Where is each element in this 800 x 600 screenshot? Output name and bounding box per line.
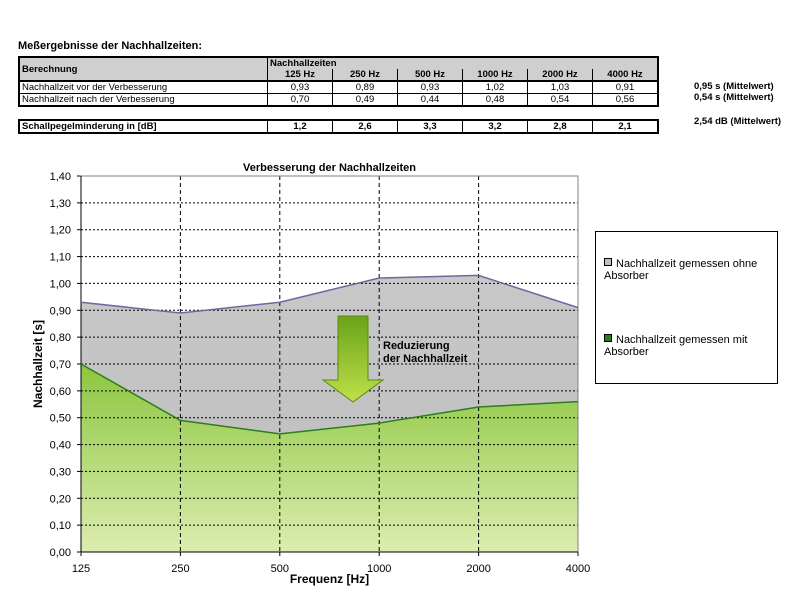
legend-label: Nachhallzeit gemessen ohne Absorber [604,258,758,282]
table-header-row: Berechnung Nachhallzeiten [18,56,659,82]
row-label: Nachhallzeit vor der Verbesserung [18,81,268,94]
y-tick-label: 0,30 [50,466,71,478]
x-tick-label: 2000 [466,563,490,575]
legend-swatch [604,334,612,342]
y-tick-label: 0,10 [50,520,71,532]
y-tick-label: 0,00 [50,547,71,559]
y-tick-label: 1,30 [50,198,71,210]
mean-after: 0,54 s (Mittelwert) [694,92,774,103]
y-tick-label: 1,20 [50,225,71,237]
legend-entry-ohne: Nachhallzeit gemessen ohne Absorber [604,258,774,282]
x-tick-label: 1000 [367,563,391,575]
annotation-line2: der Nachhallzeit [383,353,468,365]
x-tick-label: 250 [171,563,189,575]
table-cell: 0,89 [332,81,398,94]
table-row: Nachhallzeit vor der Verbesserung 0,93 0… [18,81,659,94]
table-cell: 1,2 [267,119,333,134]
mean-before: 0,95 s (Mittelwert) [694,81,774,92]
table-cell: 0,44 [397,93,463,107]
table-cell: 1,02 [462,81,528,94]
results-table: Berechnung Nachhallzeiten 125 Hz 250 Hz … [18,56,659,134]
y-tick-label: 0,50 [50,413,71,425]
table-cell: 2,8 [527,119,593,134]
chart-legend: Nachhallzeit gemessen ohne Absorber Nach… [595,231,778,384]
y-tick-label: 1,10 [50,252,71,264]
table-cell: 0,91 [592,81,659,94]
table-cell: 0,48 [462,93,528,107]
header-berechnung: Berechnung [18,56,268,82]
header-nachhallzeiten: Nachhallzeiten [267,56,659,69]
table-row: Nachhallzeit nach der Verbesserung 0,70 … [18,93,659,107]
area-mit-absorber [81,364,578,552]
mean-reduction: 2,54 dB (Mittelwert) [694,116,782,127]
page-title: Meßergebnisse der Nachhallzeiten: [18,40,202,52]
y-tick-label: 0,40 [50,440,71,452]
table-cell: 0,56 [592,93,659,107]
table-cell: 0,70 [267,93,333,107]
x-tick-label: 4000 [566,563,590,575]
table-frequency-row: 125 Hz 250 Hz 500 Hz 1000 Hz 2000 Hz 400… [19,69,659,82]
series-line-ohne-absorber [80,274,579,314]
legend-swatch [604,258,612,266]
y-tick-label: 0,80 [50,332,71,344]
chart-title: Verbesserung der Nachhallzeiten [243,162,416,174]
x-tick-label: 500 [271,563,289,575]
table-cell: 0,54 [527,93,593,107]
legend-entry-mit: Nachhallzeit gemessen mit Absorber [604,334,774,358]
table-cell: 1,03 [527,81,593,94]
row-label: Nachhallzeit nach der Verbesserung [18,93,268,107]
x-tick-label: 125 [72,563,90,575]
freq-header: 125 Hz [267,69,333,82]
y-axis-label: Nachhallzeit [s] [31,320,45,408]
freq-header: 4000 Hz [592,69,659,82]
y-tick-label: 0,60 [50,386,71,398]
y-tick-label: 0,70 [50,359,71,371]
y-tick-label: 0,90 [50,305,71,317]
table-cell: 3,2 [462,119,528,134]
reduction-row: Schallpegelminderung in [dB] 1,2 2,6 3,3… [18,119,659,134]
freq-header: 250 Hz [332,69,398,82]
series-line-mit-absorber [80,363,579,435]
table-cell: 2,6 [332,119,398,134]
reduction-arrow [321,315,385,403]
table-cell: 0,93 [397,81,463,94]
table-cell: 0,49 [332,93,398,107]
table-cell: 0,93 [267,81,333,94]
y-tick-label: 0,20 [50,493,71,505]
row-label: Schallpegelminderung in [dB] [18,119,268,134]
table-cell: 3,3 [397,119,463,134]
x-axis-label: Frequenz [Hz] [290,572,369,586]
y-tick-label: 1,40 [50,171,71,183]
annotation-line1: Reduzierung [383,340,450,352]
table-cell: 2,1 [592,119,659,134]
freq-header: 2000 Hz [527,69,593,82]
freq-header: 1000 Hz [462,69,528,82]
y-tick-label: 1,00 [50,278,71,290]
freq-header: 500 Hz [397,69,463,82]
legend-label: Nachhallzeit gemessen mit Absorber [604,334,748,358]
